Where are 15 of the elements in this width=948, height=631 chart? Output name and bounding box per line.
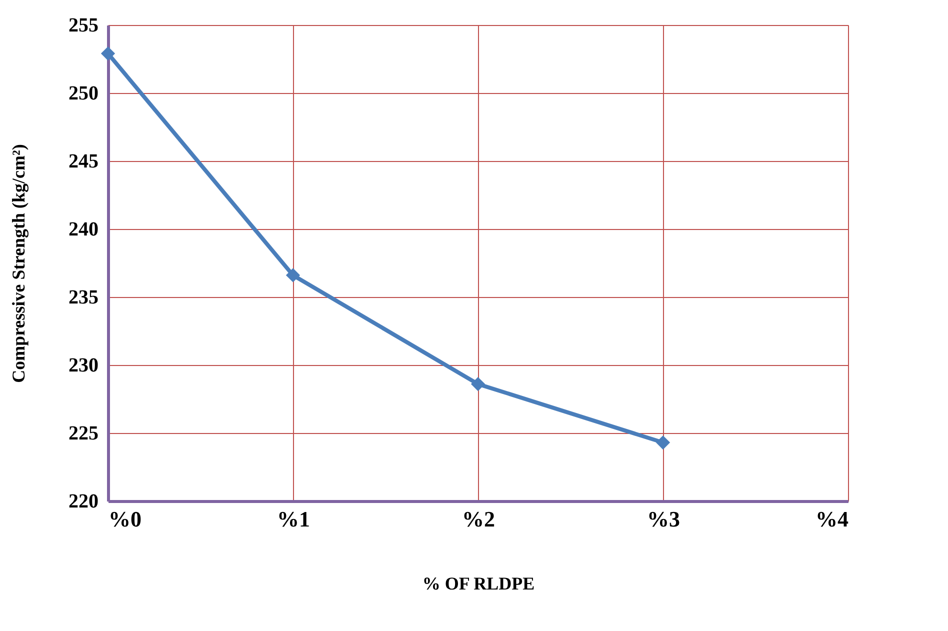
x-tick-label: %2: [462, 506, 495, 532]
y-axis-title: Compressive Strength (kg/cm²): [8, 144, 28, 383]
x-tick-label: %3: [647, 506, 680, 532]
y-tick-label: 255: [68, 14, 98, 36]
y-tick-label: 240: [68, 218, 98, 240]
y-tick-label: 235: [68, 286, 98, 308]
x-axis-title: % OF RLDPE: [422, 574, 535, 594]
x-tick-label: %1: [277, 506, 310, 532]
y-tick-label: 225: [68, 422, 98, 444]
y-tick-label: 230: [68, 354, 98, 376]
x-tick-label: %0: [108, 506, 142, 532]
y-tick-label: 245: [68, 150, 98, 172]
y-tick-label: 250: [68, 82, 98, 104]
x-tick-label: %4: [816, 506, 848, 532]
y-tick-label: 220: [68, 490, 98, 512]
